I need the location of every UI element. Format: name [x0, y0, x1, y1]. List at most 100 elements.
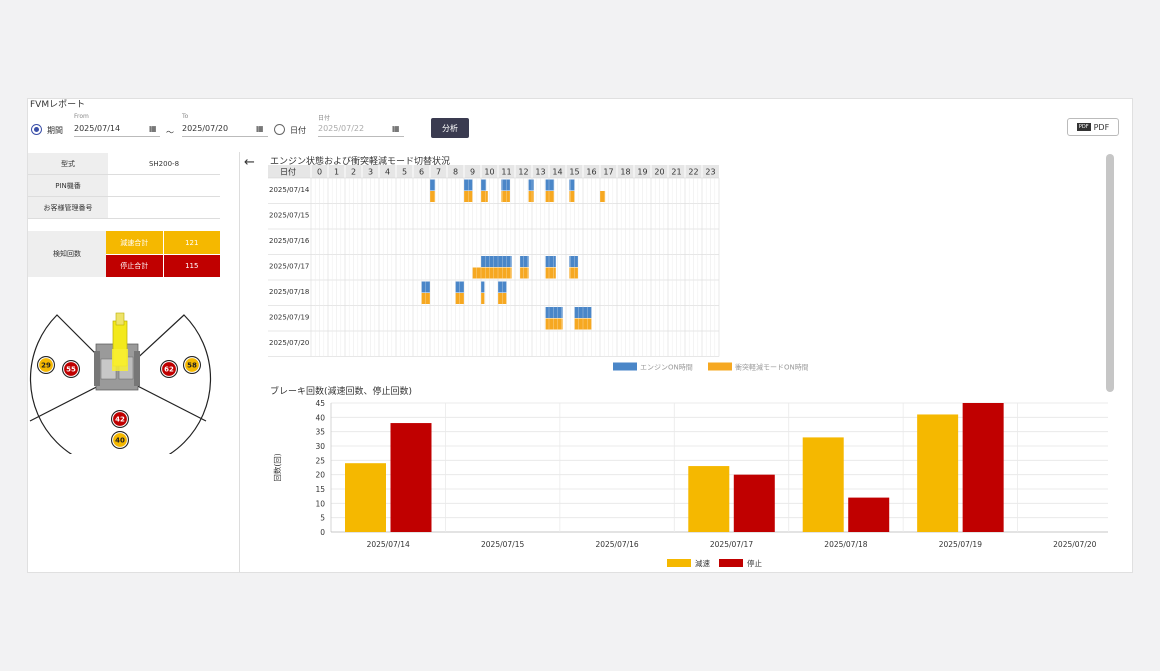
from-date-input[interactable]: 2025/07/14: [74, 124, 121, 133]
info-value: SH200-8: [148, 159, 180, 168]
engine-on-block: [501, 179, 510, 191]
date-calendar-icon[interactable]: ▦: [392, 124, 400, 133]
marker-value: 42: [115, 416, 125, 424]
period-radio[interactable]: [31, 124, 42, 135]
y-axis-label: 回数(回): [272, 453, 282, 481]
to-calendar-icon[interactable]: ▦: [256, 124, 264, 133]
date-label: 日付: [290, 126, 306, 135]
legend-engine-label: エンジンON時間: [640, 364, 693, 372]
engine-on-block: [569, 179, 575, 191]
heatmap-hour-label: 21: [671, 168, 681, 177]
mode-on-block: [545, 191, 555, 202]
detection-count-table: 検知回数 減速合計 121 停止合計 115: [28, 231, 220, 277]
y-tick-label: 45: [315, 399, 325, 408]
heatmap-header-bg: [268, 165, 719, 178]
heatmap-date-label: 2025/07/15: [269, 212, 309, 220]
mode-on-block: [545, 318, 563, 330]
marker-rear-inner: 42: [111, 410, 129, 428]
heatmap-hour-label: 15: [569, 168, 579, 177]
scrollbar-thumb[interactable]: [1106, 154, 1114, 392]
sensor-diagram: 29 55 62 58 42 40: [29, 312, 212, 454]
marker-left-inner: 55: [62, 360, 80, 378]
heatmap-date-label: 2025/07/19: [269, 314, 309, 322]
stop-bar: [962, 403, 1004, 532]
mode-on-block: [501, 191, 510, 202]
engine-on-block: [545, 307, 563, 318]
stop-bar: [848, 497, 890, 532]
from-calendar-icon[interactable]: ▦: [149, 124, 157, 133]
legend-decel-label: 減速: [695, 558, 710, 568]
stop-total-row: 停止合計 115: [106, 254, 220, 277]
heatmap-hour-label: 5: [402, 168, 407, 177]
heatmap-date-label: 2025/07/14: [269, 186, 310, 194]
heatmap-hour-label: 4: [385, 168, 390, 177]
info-row-pin: PIN機番: [28, 175, 220, 197]
heatmap-hour-label: 11: [501, 168, 511, 177]
mode-on-block: [472, 267, 512, 279]
y-tick-label: 25: [315, 456, 325, 465]
stop-total-label: 停止合計: [106, 254, 164, 277]
heatmap-hour-label: 23: [705, 168, 715, 177]
mode-on-block: [481, 191, 488, 202]
decel-bar: [802, 437, 844, 532]
info-row-customer: お客様管理番号: [28, 197, 220, 219]
heatmap-hour-label: 16: [586, 168, 596, 177]
marker-value: 58: [187, 362, 197, 370]
mode-on-block: [520, 267, 529, 279]
engine-on-block: [528, 179, 534, 191]
engine-on-block: [481, 281, 485, 293]
date-small-label: 日付: [318, 115, 331, 122]
mode-on-block: [528, 191, 534, 202]
x-tick-label: 2025/07/20: [1053, 540, 1096, 549]
legend-stop-label: 停止: [747, 558, 762, 568]
back-arrow-icon[interactable]: ←: [244, 155, 255, 170]
decel-total-label: 減速合計: [106, 231, 164, 254]
pdf-icon: PDF: [1076, 123, 1091, 131]
decel-bar: [345, 463, 386, 532]
heatmap-hour-label: 12: [518, 168, 528, 177]
decel-total-value: 121: [163, 231, 220, 254]
date-input[interactable]: 2025/07/22: [318, 124, 365, 133]
mode-on-block: [545, 267, 556, 279]
info-key: PIN機番: [28, 175, 108, 196]
to-date-input[interactable]: 2025/07/20: [182, 124, 229, 133]
decel-bar: [917, 414, 959, 532]
engine-on-block: [569, 256, 578, 267]
brake-count-bar-chart: 0 5 10 15 20 25 30 35 40 45 回数(回) 2025/07/14 2025/07…: [272, 399, 1108, 568]
analyze-button[interactable]: 分析: [431, 118, 469, 138]
stop-total-value: 115: [163, 254, 220, 277]
legend-mode-swatch: [708, 362, 732, 371]
marker-value: 55: [66, 366, 76, 374]
machine-info-table: 型式 SH200-8 PIN機番 お客様管理番号: [28, 153, 220, 219]
legend-stop-swatch: [719, 559, 743, 567]
range-tilde: ～: [166, 128, 174, 137]
heatmap-hour-label: 7: [436, 168, 441, 177]
x-tick-label: 2025/07/19: [939, 540, 982, 549]
x-tick-label: 2025/07/14: [367, 540, 410, 549]
heatmap-hour-label: 8: [453, 168, 458, 177]
engine-on-block: [430, 179, 436, 191]
panel-divider: [239, 152, 240, 572]
marker-right-inner: 62: [160, 360, 178, 378]
heatmap-hour-label: 22: [688, 168, 698, 177]
marker-value: 40: [115, 437, 125, 445]
mode-on-block: [569, 191, 575, 202]
heatmap-hour-label: 6: [419, 168, 424, 177]
heatmap-hour-label: 18: [620, 168, 630, 177]
info-key: お客様管理番号: [28, 197, 108, 218]
heatmap-hour-label: 9: [470, 168, 475, 177]
heatmap-hour-label: 0: [317, 168, 322, 177]
y-tick-label: 20: [315, 471, 325, 480]
heatmap-hour-label: 17: [603, 168, 613, 177]
heatmap-date-label: 2025/07/17: [269, 263, 309, 271]
marker-value: 62: [164, 366, 174, 374]
heatmap-date-label: 2025/07/16: [269, 237, 310, 245]
decel-bar: [688, 466, 730, 532]
pdf-button[interactable]: PDF PDF: [1067, 118, 1119, 136]
mode-on-block: [481, 293, 485, 304]
x-tick-label: 2025/07/18: [824, 540, 867, 549]
date-radio[interactable]: [274, 124, 285, 135]
heatmap-date-label: 2025/07/18: [269, 288, 309, 296]
engine-on-block: [545, 256, 556, 267]
info-key: 型式: [28, 153, 108, 174]
